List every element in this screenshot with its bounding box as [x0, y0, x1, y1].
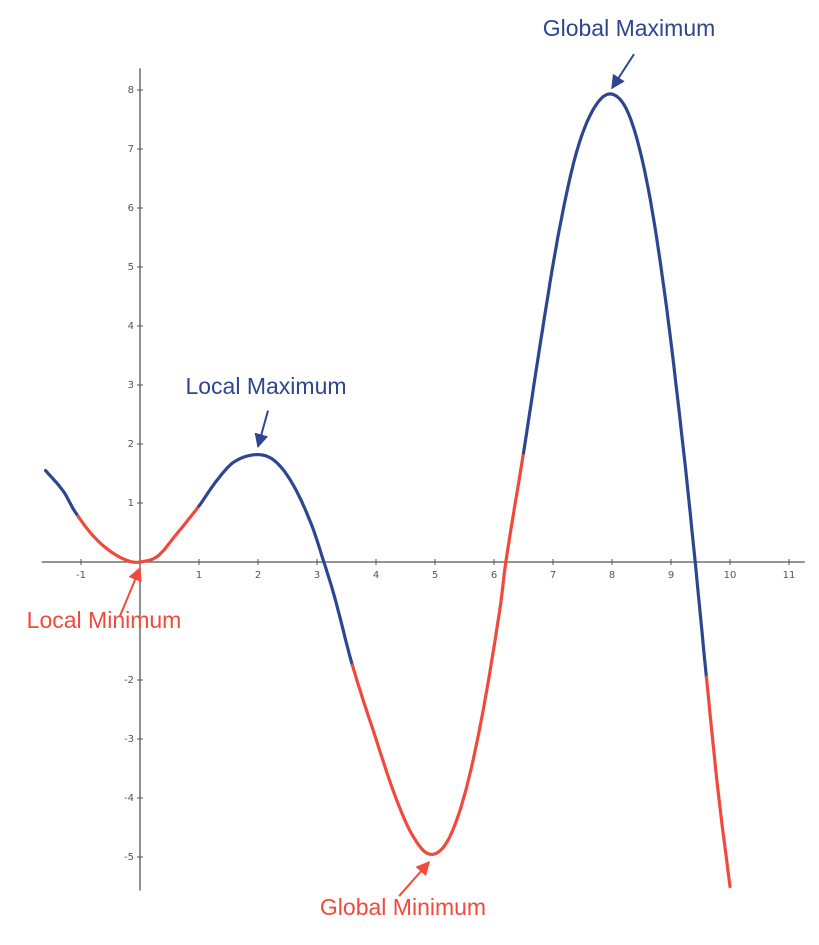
x-tick-label: -1: [76, 570, 86, 581]
x-tick-label: 1: [196, 570, 202, 581]
curve-segment: [44, 469, 80, 518]
y-tick-label: 7: [128, 144, 134, 155]
x-tick-label: 4: [373, 570, 379, 581]
y-tick-label: -3: [124, 734, 134, 745]
annotation-arrow: [398, 861, 431, 897]
y-tick-label: 8: [128, 85, 134, 96]
curve-segment: [76, 504, 201, 564]
x-tick-label: 5: [432, 570, 438, 581]
annotation-arrow: [611, 53, 635, 90]
axis-ticks: -1 1 2 3 4 5 6 7 8 9 10 11 8 7 6 5 4 3 2 1 -2 -3 -4 -5: [76, 85, 795, 863]
y-tick-label: -2: [124, 675, 134, 686]
x-tick-label: 7: [550, 570, 556, 581]
y-tick-label: 5: [128, 262, 134, 273]
function-curve: [44, 92, 732, 889]
global-maximum-label: Global Maximum: [543, 15, 716, 41]
y-tick-label: 3: [128, 380, 134, 391]
x-tick-label: 10: [724, 570, 737, 581]
x-tick-label: 9: [668, 570, 674, 581]
y-tick-label: 1: [128, 498, 134, 509]
annotation-arrow: [254, 410, 269, 448]
y-tick-label: -4: [124, 793, 134, 804]
x-tick-label: 8: [609, 570, 615, 581]
x-tick-label: 3: [314, 570, 320, 581]
y-tick-label: 6: [128, 203, 134, 214]
curve-segment: [350, 451, 526, 857]
curve-segment: [521, 92, 708, 679]
y-tick-label: 4: [128, 321, 134, 332]
annotation-arrow: [119, 566, 142, 617]
x-tick-label: 2: [255, 570, 261, 581]
local-minimum-label: Local Minimum: [27, 607, 182, 633]
local-maximum-label: Local Maximum: [185, 373, 346, 399]
annotation-arrows: [119, 53, 635, 897]
axes: [41, 68, 805, 891]
y-tick-label: 2: [128, 439, 134, 450]
x-tick-label: 11: [783, 570, 796, 581]
curve-segment: [704, 675, 732, 889]
x-tick-label: 6: [491, 570, 497, 581]
curve-segment: [197, 453, 354, 667]
y-tick-label: -5: [124, 852, 134, 863]
global-minimum-label: Global Minimum: [320, 894, 486, 920]
